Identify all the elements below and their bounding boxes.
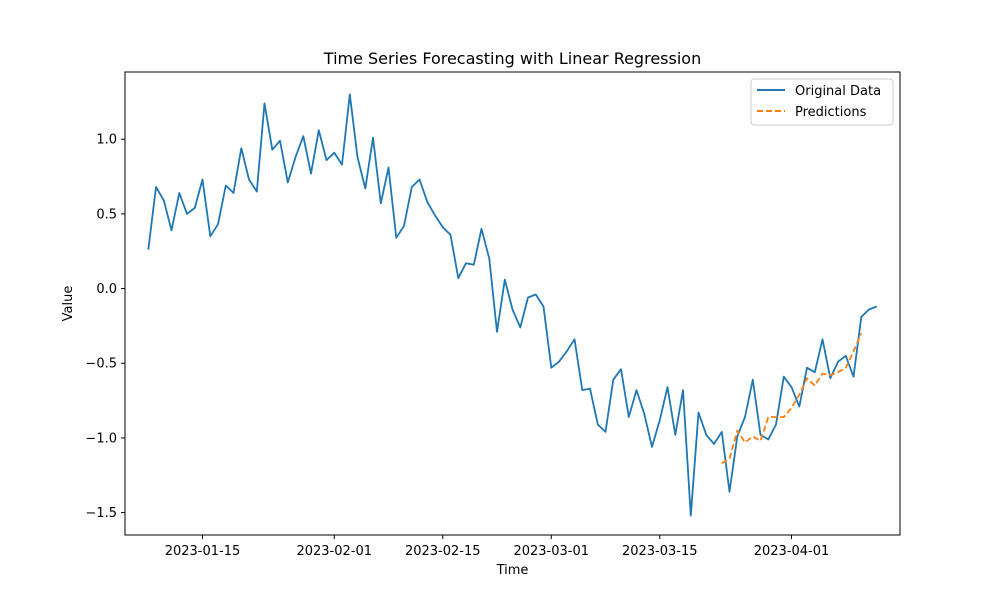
chart-title: Time Series Forecasting with Linear Regr… (323, 49, 701, 68)
x-tick-label: 2023-02-01 (296, 544, 372, 559)
legend: Original Data Predictions (750, 78, 894, 126)
y-tick-label: −1.5 (85, 506, 117, 521)
y-axis: −1.5 −1.0 −0.5 0.0 0.5 1.0 (85, 133, 125, 521)
y-tick-label: −1.0 (85, 431, 117, 446)
plot-area-frame (124, 71, 901, 536)
x-tick-label: 2023-03-01 (513, 544, 589, 559)
x-tick-label: 2023-04-01 (754, 544, 830, 559)
y-axis-label: Value (61, 286, 76, 322)
x-tick-label: 2023-03-15 (622, 544, 698, 559)
legend-label-original-data: Original Data (795, 84, 881, 99)
y-tick-label: 0.0 (96, 282, 117, 297)
y-tick-label: −0.5 (85, 357, 117, 372)
y-tick-label: 0.5 (96, 207, 117, 222)
series-line-predictions (721, 333, 863, 465)
y-tick-label: 1.0 (96, 133, 117, 148)
x-tick-label: 2023-02-15 (405, 544, 481, 559)
x-axis: 2023-01-15 2023-02-01 2023-02-15 2023-03-01… (165, 535, 830, 559)
series-layer (147, 93, 878, 517)
x-axis-label: Time (496, 563, 529, 578)
x-tick-label: 2023-01-15 (165, 544, 241, 559)
legend-box (750, 78, 894, 126)
legend-label-predictions: Predictions (795, 105, 867, 120)
series-line-original-data (147, 93, 878, 517)
